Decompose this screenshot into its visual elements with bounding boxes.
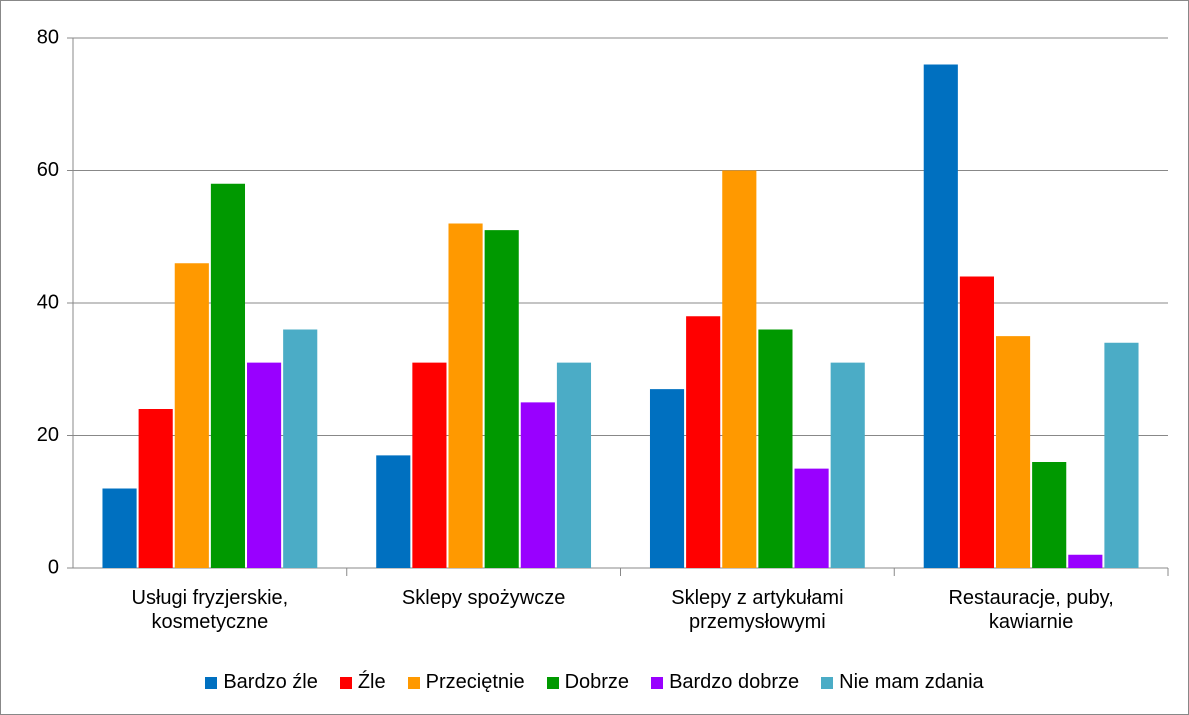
y-tick-label: 20	[37, 424, 59, 446]
bar	[412, 362, 447, 568]
bar	[1068, 554, 1103, 568]
bar	[722, 170, 757, 568]
legend-item: Bardzo źle	[205, 671, 318, 694]
x-tick-label: Sklepy z artykułami przemysłowymi	[671, 587, 844, 633]
legend-swatch	[407, 676, 420, 689]
legend-item: Źle	[339, 671, 386, 694]
legend-item: Nie mam zdania	[821, 671, 984, 694]
y-tick-label: 80	[37, 26, 59, 48]
bar	[923, 64, 958, 568]
bar	[174, 263, 209, 568]
legend-item: Dobrze	[546, 671, 630, 694]
bar	[247, 362, 282, 568]
legend-item: Bardzo dobrze	[651, 671, 799, 694]
bar	[830, 362, 865, 568]
bar	[794, 468, 829, 568]
bar	[484, 230, 519, 568]
legend-swatch	[651, 676, 664, 689]
bar	[102, 488, 137, 568]
legend-item: Przeciętnie	[407, 671, 525, 694]
bar	[686, 316, 721, 568]
legend-label: Dobrze	[564, 671, 630, 693]
x-tick-label: Sklepy spożywcze	[401, 587, 566, 609]
bar	[758, 329, 793, 568]
bar	[1104, 342, 1139, 568]
legend: Bardzo źle Źle Przeciętnie Dobrze Bardzo dob…	[1, 671, 1188, 694]
legend-label: Przeciętnie	[425, 671, 525, 693]
bar	[520, 402, 555, 568]
legend-swatch	[546, 676, 559, 689]
bar	[210, 183, 246, 568]
legend-label: Nie mam zdania	[839, 671, 984, 693]
y-tick-label: 40	[37, 291, 59, 313]
legend-label: Źle	[357, 671, 386, 693]
bar	[959, 276, 994, 568]
bar	[649, 389, 685, 568]
legend-swatch	[205, 676, 218, 689]
x-tick-label: Usługi fryzjerskie, kosmetyczne	[131, 587, 289, 633]
bar	[138, 409, 173, 568]
bar	[283, 329, 318, 568]
bar	[1032, 462, 1067, 568]
y-tick-label: 60	[37, 159, 59, 181]
y-tick-label: 0	[48, 556, 59, 578]
legend-label: Bardzo źle	[223, 671, 318, 693]
bar	[376, 455, 411, 568]
bar	[995, 336, 1031, 568]
legend-swatch	[821, 676, 834, 689]
legend-swatch	[339, 676, 352, 689]
bar	[448, 223, 483, 568]
x-tick-label: Restauracje, puby, kawiarnie	[948, 587, 1114, 633]
legend-label: Bardzo dobrze	[669, 671, 800, 693]
bar	[556, 362, 592, 568]
